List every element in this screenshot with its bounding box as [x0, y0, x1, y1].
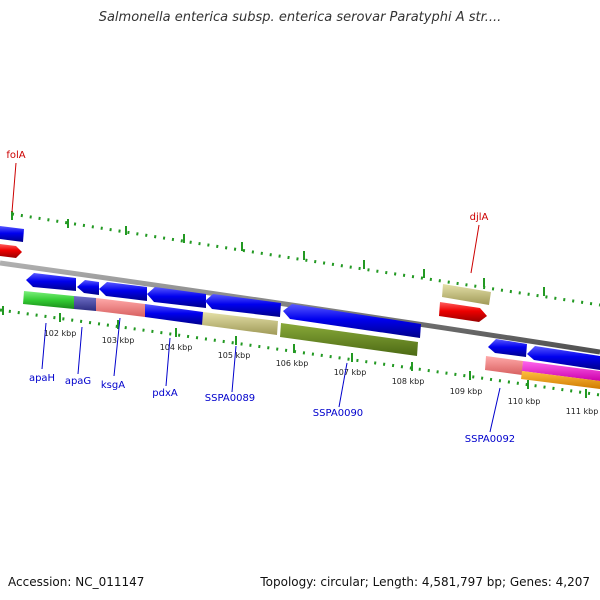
- feature-block-track: [23, 291, 600, 389]
- feature-ksgA[interactable]: [96, 298, 145, 317]
- feature-SSPA0092[interactable]: [485, 356, 523, 375]
- cds-forward-djlA[interactable]: [442, 284, 491, 305]
- feature-SSPA0089[interactable]: [202, 312, 278, 335]
- forward-cds-track: [0, 226, 491, 322]
- scale-label: 108 kbp: [392, 377, 425, 386]
- scale-label: 104 kbp: [160, 343, 193, 352]
- cds-reverse[interactable]: [527, 346, 600, 370]
- gene-label-apaG[interactable]: apaG: [65, 376, 91, 387]
- scale-label: 109 kbp: [450, 387, 483, 396]
- gene-label-SSPA0092[interactable]: SSPA0092: [465, 434, 515, 445]
- cds-forward[interactable]: [0, 226, 24, 242]
- reverse-gene-labels: [41, 317, 501, 433]
- gene-label-SSPA0089[interactable]: SSPA0089: [205, 393, 255, 404]
- feature-block[interactable]: [522, 361, 600, 381]
- cds-reverse[interactable]: [283, 304, 421, 338]
- feature-apaG[interactable]: [74, 296, 96, 311]
- gene-label-apaH[interactable]: apaH: [29, 373, 55, 384]
- gene-label-pdxA[interactable]: pdxA: [152, 388, 178, 399]
- inner-tick-track: [0, 308, 600, 397]
- cds-reverse[interactable]: [26, 273, 76, 291]
- cds-reverse[interactable]: [77, 280, 99, 295]
- cds-reverse[interactable]: [147, 287, 206, 308]
- feature-pdxA[interactable]: [145, 304, 203, 325]
- gene-label-djlA[interactable]: djlA: [470, 212, 489, 223]
- cds-reverse[interactable]: [488, 339, 527, 357]
- map-title: Salmonella enterica subsp. enterica sero…: [98, 10, 502, 25]
- genome-summary: Topology: circular; Length: 4,581,797 bp…: [260, 575, 590, 589]
- scale-label: 105 kbp: [218, 351, 251, 360]
- cds-forward[interactable]: [439, 302, 487, 322]
- outer-tick-track: [11, 212, 600, 307]
- scale-label: 106 kbp: [276, 359, 309, 368]
- gene-label-folA[interactable]: folA: [6, 150, 25, 161]
- gene-label-ksgA[interactable]: ksgA: [101, 380, 125, 391]
- forward-gene-labels: [11, 162, 480, 274]
- cds-forward[interactable]: [0, 244, 22, 258]
- accession-label: Accession: NC_011147: [8, 575, 145, 589]
- gene-label-SSPA0090[interactable]: SSPA0090: [313, 408, 363, 419]
- cds-reverse[interactable]: [99, 282, 147, 301]
- cds-reverse[interactable]: [205, 294, 281, 317]
- scale-label: 111 kbp: [566, 407, 599, 416]
- reverse-cds-track: [26, 273, 600, 370]
- feature-apaH[interactable]: [23, 291, 74, 309]
- feature-SSPA0090[interactable]: [280, 323, 418, 356]
- scale-label: 110 kbp: [508, 397, 541, 406]
- scale-label: 107 kbp: [334, 368, 367, 377]
- scale-label: 102 kbp: [44, 329, 77, 338]
- feature-block[interactable]: [521, 371, 600, 389]
- outer-major-ticks: [11, 211, 545, 296]
- inner-major-ticks: [2, 306, 587, 398]
